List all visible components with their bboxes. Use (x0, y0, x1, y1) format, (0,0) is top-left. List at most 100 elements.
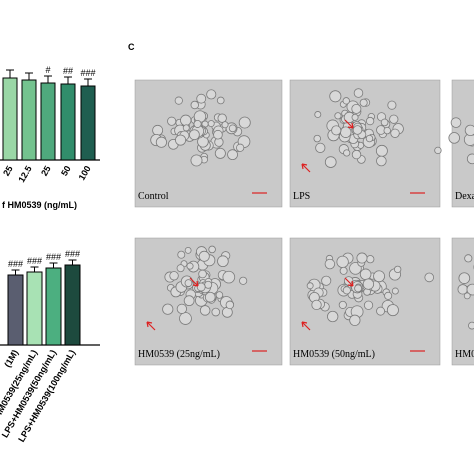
cell (380, 118, 389, 127)
cell (228, 124, 237, 133)
cell (214, 147, 226, 159)
cell (351, 113, 359, 121)
cell (387, 100, 397, 110)
error-bar (6, 69, 14, 78)
cell (155, 136, 167, 148)
cell (199, 305, 211, 316)
cell (362, 278, 375, 290)
x-tick-label: 50 (59, 164, 73, 178)
image-caption: Control (138, 191, 169, 202)
cell (343, 149, 351, 157)
cell (204, 280, 213, 289)
cell (365, 134, 374, 143)
cell (217, 113, 227, 123)
bar (7, 274, 24, 346)
cell (225, 300, 235, 310)
cell (349, 314, 361, 326)
cell (373, 270, 386, 283)
cell (393, 265, 402, 274)
x-tick-label: 25 (1, 164, 15, 178)
bar (45, 267, 62, 346)
cell (213, 129, 223, 140)
cell (179, 312, 192, 325)
cell (351, 149, 362, 160)
cell (351, 103, 362, 114)
cell (424, 272, 435, 283)
cell (339, 126, 352, 138)
x-axis-label: f HM0539 (ng/mL) (2, 200, 77, 210)
cell (217, 255, 229, 268)
cell (338, 300, 347, 309)
cell (169, 271, 179, 281)
cell (315, 142, 326, 153)
error-bar (64, 76, 72, 84)
bar (60, 83, 76, 161)
cell (353, 88, 364, 98)
significance: ### (46, 252, 61, 262)
cell (331, 125, 342, 136)
error-bar (84, 78, 92, 86)
cell (342, 97, 350, 105)
cell (356, 252, 368, 264)
arrow (301, 321, 311, 331)
x-tick-label: 25 (39, 164, 53, 178)
arrow (189, 277, 199, 287)
significance: ### (80, 68, 95, 78)
micrograph: Control (134, 79, 283, 208)
cell (193, 119, 202, 128)
cell (359, 98, 368, 107)
micrograph: HM0539 (50ng/mL) (289, 237, 441, 366)
cell (167, 116, 177, 126)
cell (236, 143, 245, 152)
bar (2, 77, 18, 161)
cell (363, 300, 374, 310)
significance: # (45, 65, 50, 75)
arrow (301, 163, 311, 173)
significance: ### (27, 256, 42, 266)
cell (334, 112, 342, 120)
cell (196, 282, 206, 292)
cell (434, 146, 442, 155)
cell (468, 321, 474, 330)
cell (184, 279, 193, 287)
arrow (344, 119, 354, 129)
cell (329, 90, 342, 103)
error-bar (11, 269, 20, 275)
bar (26, 271, 43, 346)
error-bar (68, 259, 77, 265)
cell (384, 291, 393, 300)
bar (64, 264, 81, 346)
cell (207, 120, 215, 128)
cell (386, 304, 399, 317)
cell (466, 283, 474, 296)
x-tick-label: 100 (77, 164, 93, 182)
cell (152, 124, 164, 136)
bar (21, 79, 37, 161)
image-caption: HM0539 (25ng/mL) (138, 349, 220, 360)
cell (376, 306, 386, 316)
cell (342, 286, 351, 295)
significance: ## (63, 66, 73, 76)
cell (183, 295, 195, 307)
cell (162, 303, 174, 315)
cell (324, 156, 337, 168)
error-bar (25, 72, 33, 80)
cell (359, 268, 372, 281)
cell (327, 310, 339, 323)
arrow (146, 321, 156, 331)
cell (180, 114, 192, 127)
cell (176, 303, 187, 314)
cell (366, 255, 375, 264)
cell (222, 270, 236, 284)
cell (463, 292, 471, 300)
cell (321, 275, 332, 286)
error-bar (30, 266, 39, 272)
cell (174, 96, 183, 105)
cell (184, 246, 192, 254)
cell (182, 124, 190, 132)
cell (190, 154, 203, 167)
cell (189, 129, 200, 141)
cell (464, 124, 474, 137)
micrograph: Dexa (434, 79, 474, 208)
cell (238, 116, 251, 129)
